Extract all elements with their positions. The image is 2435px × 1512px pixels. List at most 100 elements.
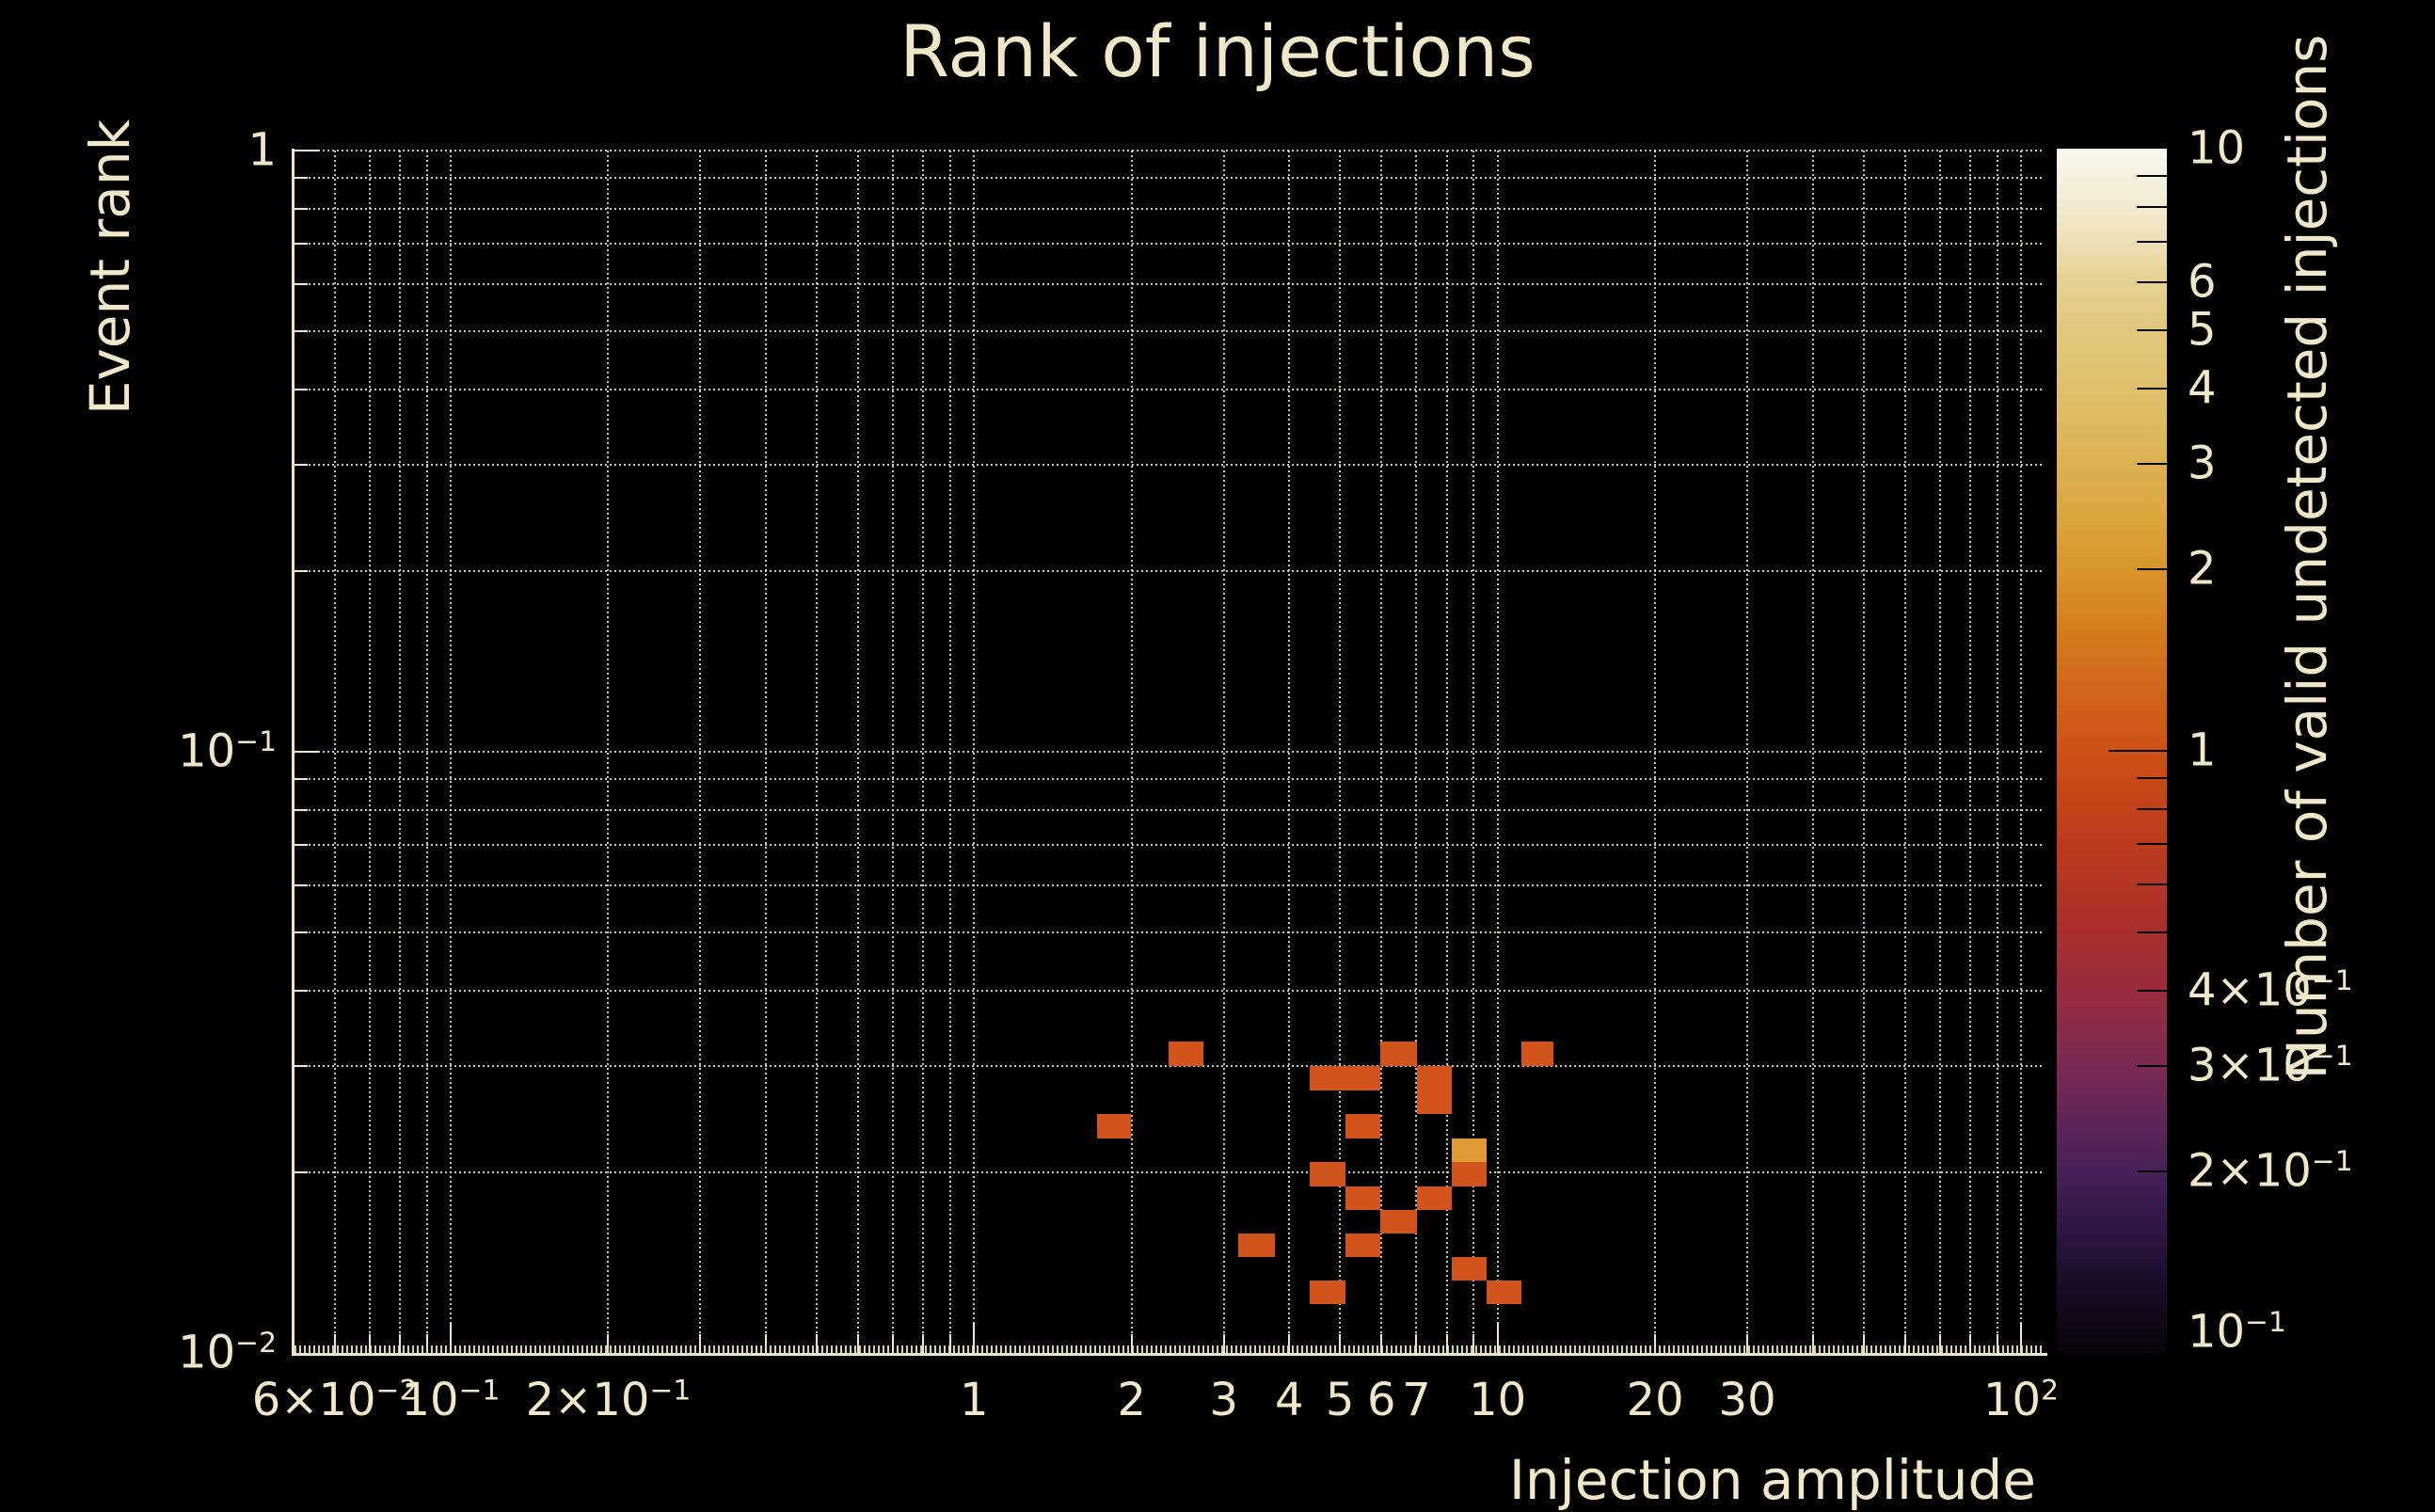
colorbar-major-tick <box>2109 750 2167 752</box>
y-gridline <box>294 282 2045 285</box>
heatmap-cell <box>1379 1210 1417 1234</box>
x-axis-tick <box>1903 1334 1906 1353</box>
colorbar-tick-label: 2 <box>2188 542 2217 596</box>
y-gridline <box>294 931 2045 934</box>
x-axis-tick <box>1862 1334 1865 1353</box>
y-gridline <box>294 389 2045 391</box>
x-axis-tick <box>892 1334 895 1353</box>
x-axis-tick <box>1938 1334 1941 1353</box>
y-axis-tick <box>294 569 308 572</box>
exponent: −2 <box>375 1374 418 1408</box>
y-axis-tick <box>294 177 308 180</box>
exponent: −1 <box>2245 1306 2286 1340</box>
x-axis-tick <box>1654 1334 1657 1353</box>
y-axis-tick <box>294 150 319 151</box>
colorbar-tick <box>2137 387 2167 390</box>
x-axis-tick <box>1339 1334 1342 1353</box>
x-axis-tick <box>333 1334 336 1353</box>
colorbar-tick-label: 1 <box>2188 724 2217 777</box>
y-axis-tick <box>294 207 308 210</box>
heatmap-cell <box>1379 1042 1417 1066</box>
y-axis-tick <box>294 990 308 993</box>
y-axis-tick <box>294 330 308 333</box>
colorbar-tick-label: 2×10−1 <box>2188 1144 2353 1198</box>
y-axis-tick <box>294 282 308 285</box>
x-axis-tick <box>815 1334 818 1353</box>
colorbar-tick <box>2137 1170 2167 1173</box>
y-gridline <box>294 177 2045 180</box>
colorbar-tick <box>2137 328 2167 331</box>
y-axis-tick <box>294 843 308 846</box>
x-axis-minor-tick-row <box>294 1345 2045 1353</box>
y-axis-tick <box>294 931 308 934</box>
colorbar-tick-label: 4 <box>2188 361 2217 415</box>
y-gridline <box>294 242 2045 245</box>
x-tick-label: 2 <box>1117 1374 1147 1426</box>
y-gridline <box>294 990 2045 993</box>
y-axis-tick <box>294 751 319 753</box>
x-axis-tick <box>425 1334 428 1353</box>
colorbar-tick <box>2137 808 2167 811</box>
y-gridline <box>294 808 2045 811</box>
heatmap-cell <box>1309 1162 1345 1187</box>
exponent: −1 <box>2311 1039 2353 1073</box>
colorbar-tick-label: 5 <box>2188 303 2217 357</box>
colorbar-tick <box>2137 206 2167 209</box>
heatmap-cell <box>1345 1065 1380 1091</box>
x-tick-label: 3 <box>1209 1374 1239 1426</box>
y-gridline <box>294 150 2045 151</box>
x-axis-tick <box>1969 1334 1972 1353</box>
x-axis-tick <box>1415 1334 1418 1353</box>
heatmap-cell <box>1345 1233 1380 1257</box>
exponent: −1 <box>649 1374 692 1408</box>
exponent: −1 <box>2311 963 2353 997</box>
x-tick-label: 4 <box>1274 1374 1304 1426</box>
colorbar-tick <box>2137 1064 2167 1067</box>
y-axis-tick <box>294 242 308 245</box>
heatmap-cell <box>1451 1162 1487 1187</box>
colorbar-tick <box>2137 280 2167 283</box>
chart-title: Rank of injections <box>899 9 1536 93</box>
heatmap-cell <box>1451 1138 1487 1162</box>
x-axis-tick <box>607 1334 610 1353</box>
x-axis-tick <box>764 1334 767 1353</box>
y-axis-tick <box>294 389 308 391</box>
x-axis-tick <box>1222 1334 1225 1353</box>
colorbar-tick-label: 10 <box>2188 121 2246 175</box>
y-tick-label: 10−2 <box>178 1326 277 1379</box>
heatmap-cell <box>1345 1186 1380 1211</box>
heatmap-cell <box>1345 1114 1380 1138</box>
colorbar-tick <box>2137 462 2167 465</box>
y-gridline <box>294 1065 2045 1068</box>
x-axis-tick <box>368 1334 371 1353</box>
colorbar-tick-label: 10−1 <box>2188 1305 2286 1359</box>
colorbar-tick <box>2137 931 2167 933</box>
x-axis-spine <box>292 1353 2047 1356</box>
colorbar-tick <box>2137 989 2167 992</box>
x-axis-tick <box>922 1334 925 1353</box>
y-gridline <box>294 330 2045 333</box>
exponent: −1 <box>235 725 277 759</box>
y-gridline <box>294 207 2045 210</box>
x-tick-label: 6 <box>1366 1374 1396 1426</box>
x-axis-tick <box>1746 1334 1749 1353</box>
y-gridline <box>294 778 2045 781</box>
x-tick-label: 20 <box>1626 1374 1684 1426</box>
y-axis-tick <box>294 1170 308 1173</box>
x-axis-tick <box>449 1323 452 1353</box>
heatmap-cell <box>1416 1090 1452 1115</box>
y-axis-tick <box>294 778 308 781</box>
heatmap-cell <box>1451 1256 1487 1281</box>
x-axis-tick <box>1472 1334 1475 1353</box>
y-gridline <box>294 883 2045 886</box>
colorbar-tick <box>2137 241 2167 244</box>
exponent: −1 <box>458 1374 501 1408</box>
x-tick-label: 102 <box>1982 1374 2060 1426</box>
x-tick-label: 30 <box>1718 1374 1776 1426</box>
x-tick-label: 6×10−2 <box>251 1374 418 1426</box>
y-axis-spine <box>292 149 294 1356</box>
heatmap-cell <box>1416 1065 1452 1091</box>
colorbar-tick <box>2137 883 2167 885</box>
y-axis-tick <box>294 808 308 811</box>
colorbar-tick <box>2137 777 2167 780</box>
